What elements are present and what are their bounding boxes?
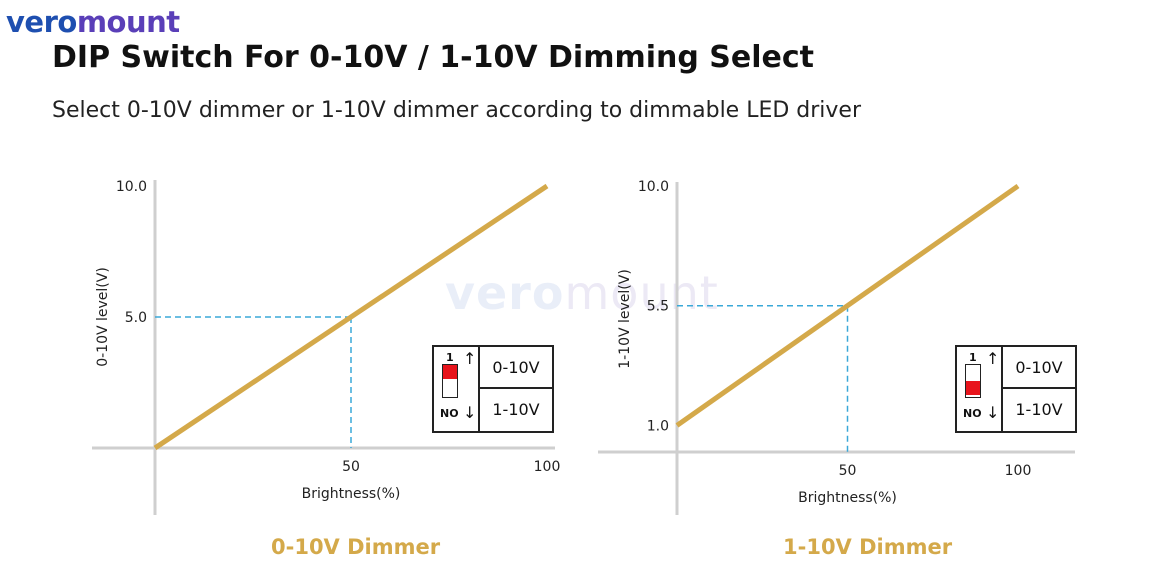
- x-tick-label: 50: [839, 463, 857, 479]
- arrow-up-icon: ↑: [463, 349, 477, 368]
- x-tick-label: 50: [342, 459, 360, 475]
- y-tick-label: 10.0: [638, 179, 669, 195]
- dip-slot: [442, 364, 458, 398]
- y-tick-label: 5.0: [125, 310, 147, 326]
- dip-knob-up: [443, 365, 457, 379]
- dip-slot: [965, 364, 981, 398]
- dip-switch[interactable]: 1 ↑ ↓ NO: [434, 347, 480, 431]
- chart-caption-1-10v: 1-10V Dimmer: [783, 535, 953, 559]
- arrow-up-icon: ↑: [986, 349, 1000, 368]
- series-line-1-10v: [675, 183, 1020, 428]
- chart-caption-0-10v: 0-10V Dimmer: [271, 535, 441, 559]
- dip-label-no: NO: [963, 407, 982, 420]
- dip-option-bottom: 1-10V: [492, 399, 540, 419]
- dip-switch[interactable]: 1 ↑ ↓ NO: [957, 347, 1003, 431]
- page-title: DIP Switch For 0-10V / 1-10V Dimming Sel…: [52, 40, 814, 75]
- x-axis-label: Brightness(%): [302, 486, 401, 502]
- x-tick-label: 100: [534, 459, 561, 475]
- logo-part-2: mount: [76, 5, 180, 39]
- dip-option-top: 0-10V: [1003, 347, 1075, 389]
- y-axis-label: 1-10V level(V): [617, 269, 633, 369]
- dip-switch-panel-1-10v: 1 ↑ ↓ NO 0-10V 1-10V: [955, 345, 1077, 433]
- dip-label-1: 1: [446, 351, 454, 364]
- veromount-logo: veromount: [6, 4, 180, 40]
- dip-switch-panel-0-10v: 1 ↑ ↓ NO 0-10V 1-10V: [432, 345, 554, 433]
- logo-part-1: vero: [6, 5, 77, 39]
- page-subtitle: Select 0-10V dimmer or 1-10V dimmer acco…: [52, 98, 862, 123]
- x-axis-label: Brightness(%): [798, 490, 897, 506]
- watermark-part-2: mount: [564, 266, 719, 320]
- y-tick-label: 1.0: [647, 418, 669, 434]
- dip-knob-down: [966, 381, 980, 395]
- x-tick-label: 100: [1005, 463, 1032, 479]
- arrow-down-icon: ↓: [463, 403, 477, 422]
- dip-label-1: 1: [969, 351, 977, 364]
- y-tick-label: 10.0: [116, 179, 147, 195]
- dip-option-top: 0-10V: [480, 347, 552, 389]
- watermark-part-1: vero: [445, 266, 565, 320]
- arrow-down-icon: ↓: [986, 403, 1000, 422]
- dip-label-no: NO: [440, 407, 459, 420]
- y-axis-label: 0-10V level(V): [95, 267, 111, 367]
- dip-option-bottom: 1-10V: [1015, 399, 1063, 419]
- y-tick-label: 5.5: [647, 299, 669, 315]
- series-line-0-10v: [153, 183, 549, 451]
- watermark: veromount: [445, 266, 719, 320]
